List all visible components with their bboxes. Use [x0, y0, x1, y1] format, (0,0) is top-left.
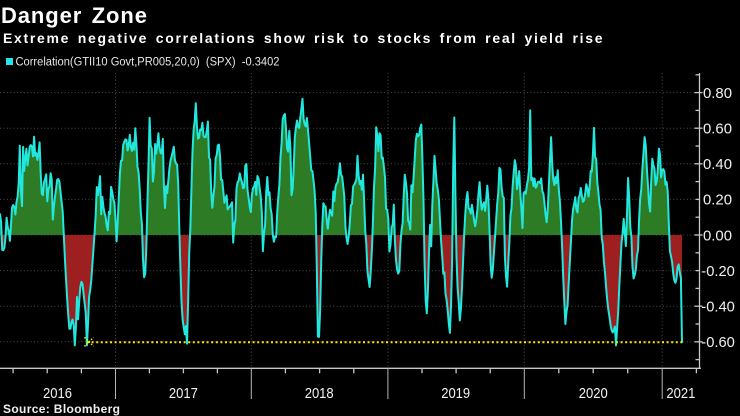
svg-text:-0.40: -0.40 — [701, 299, 735, 316]
svg-text:2020: 2020 — [579, 385, 608, 402]
svg-text:2021: 2021 — [666, 385, 695, 402]
svg-text:-0.60: -0.60 — [701, 334, 735, 351]
svg-text:2017: 2017 — [169, 385, 198, 402]
svg-text:0.80: 0.80 — [703, 85, 732, 102]
svg-text:2018: 2018 — [305, 385, 334, 402]
svg-text:Correlation(GTII10 Govt,PR005,: Correlation(GTII10 Govt,PR005,20,0) (SPX… — [16, 57, 280, 69]
svg-text:2019: 2019 — [441, 385, 470, 402]
svg-text:0.20: 0.20 — [703, 192, 732, 209]
svg-text:-0.20: -0.20 — [701, 263, 735, 280]
svg-text:0.00: 0.00 — [703, 227, 732, 244]
svg-text:0.40: 0.40 — [703, 156, 732, 173]
svg-text:0.60: 0.60 — [703, 121, 732, 138]
svg-text:2016: 2016 — [43, 385, 72, 402]
